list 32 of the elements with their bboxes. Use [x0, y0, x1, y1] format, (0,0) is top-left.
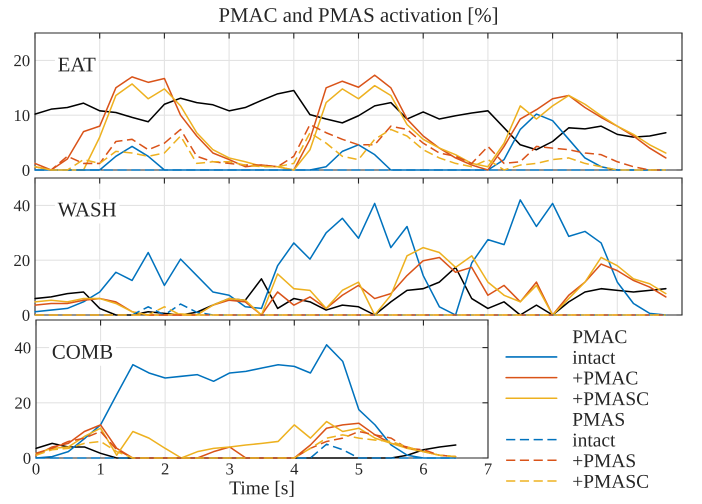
x-tick-label: 7 — [484, 464, 492, 474]
y-tick-label: 0 — [22, 164, 30, 176]
legend-label: +PMASC — [573, 392, 648, 406]
x-tick-label: 3 — [226, 463, 234, 475]
text: PMAS — [572, 412, 624, 426]
y-tick-label: 20 — [15, 398, 31, 409]
x-tick-label: 5 — [356, 464, 362, 475]
annotation: WASH — [58, 202, 116, 217]
annotation: EAT — [58, 58, 96, 72]
legend-label: +PMASC — [573, 474, 648, 488]
text: PMAC — [572, 330, 626, 344]
line-series — [34, 266, 667, 316]
line-series — [34, 90, 667, 150]
y-tick-label: 20 — [14, 55, 30, 66]
x-axis-title: Time [s] — [229, 480, 294, 497]
legend-label: +PMAC — [573, 372, 638, 385]
y-tick-label: 0 — [22, 310, 30, 321]
legend-label: intact — [572, 350, 616, 364]
legend-label: +PMAS — [573, 454, 635, 468]
legend-label: intact — [572, 434, 616, 447]
x-tick-label: 4 — [290, 463, 298, 474]
x-tick-label: 2 — [162, 463, 168, 474]
x-tick-label: 0 — [32, 463, 40, 475]
x-tick-label: 6 — [420, 463, 428, 475]
chart-title: PMAC and PMAS activation [%] — [219, 7, 497, 25]
y-tick-label: 0 — [23, 452, 31, 464]
y-tick-label: 10 — [14, 110, 30, 122]
y-tick-label: 20 — [14, 254, 30, 266]
x-tick-label: 1 — [98, 463, 104, 474]
y-tick-label: 40 — [14, 200, 30, 212]
y-tick-label: 40 — [14, 342, 31, 354]
annotation: COMB — [52, 344, 112, 359]
